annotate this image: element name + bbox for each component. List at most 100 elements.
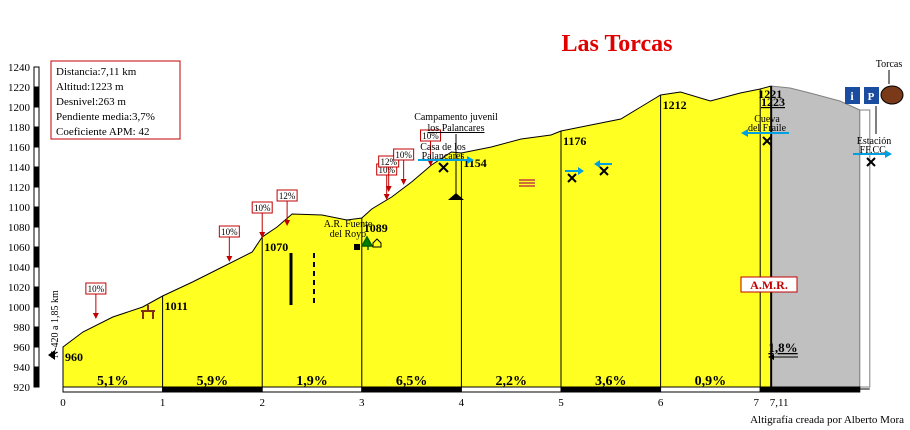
grade-marker: 10% (218, 225, 240, 262)
info-icon (845, 87, 860, 104)
grade-label: 12% (380, 157, 397, 167)
grade-label: 10% (88, 284, 105, 294)
stat-distance: Distancia:7,11 km (56, 66, 137, 78)
x-axis: 0 1 2 3 4 5 6 7 7,11 (60, 386, 870, 409)
grade-marker: 10% (85, 282, 107, 319)
poi-estacion-line1: Estación (857, 136, 891, 147)
y-tick-label: 980 (14, 322, 31, 334)
y-ruler-band (33, 186, 40, 208)
torca-icon (880, 85, 904, 105)
cross-marker-icon (599, 166, 609, 176)
y-ruler-band (33, 326, 40, 348)
side-arrow-icon (48, 350, 55, 360)
grade-marker: 10% (393, 148, 415, 185)
elevation-label: 1154 (463, 156, 486, 170)
poi-casa-line2: Palancares (422, 151, 465, 162)
grade-arrow-icon (259, 232, 266, 238)
arrow-right-icon (467, 156, 474, 164)
y-ruler-band (33, 346, 40, 368)
y-ruler-band (33, 106, 40, 128)
poi-layer: Campamento juvenil los Palancares Casa d… (141, 59, 904, 360)
y-tick-label: 1160 (8, 142, 30, 154)
y-tick-label: 1080 (8, 222, 31, 234)
parking-icon (864, 87, 879, 104)
y-ruler-band (33, 206, 40, 228)
y-ruler-band (33, 306, 40, 328)
y-ruler-band (33, 366, 40, 388)
x-axis-band (759, 386, 861, 393)
y-ruler-band (33, 86, 40, 108)
poi-casa-line1: Casa de los (420, 142, 466, 153)
y-tick-label: 920 (14, 382, 31, 394)
grade-marker-layer: 10%10%10%12%10%12%10%10% (85, 129, 442, 319)
x-tick-label: 1 (160, 397, 166, 409)
y-tick-label: 1220 (8, 82, 31, 94)
y-ruler-band (33, 286, 40, 308)
summit-label: 1223 (761, 95, 785, 109)
y-tick-label: 1120 (8, 182, 30, 194)
x-axis-band (261, 386, 363, 393)
grade-arrow-icon (427, 160, 434, 166)
x-tick-label: 6 (658, 397, 664, 409)
grade-arrow-icon (226, 256, 233, 262)
svg-text:i: i (850, 89, 854, 103)
grade-marker: 10% (376, 163, 398, 200)
stat-slope: Pendiente media:3,7% (56, 111, 155, 123)
elevation-label: 1070 (264, 240, 288, 254)
y-ruler-band (33, 126, 40, 148)
poi-campamento-line1: Campamento juvenil (414, 112, 498, 123)
stat-desnivel: Desnivel:263 m (56, 96, 126, 108)
segment-grade-label: 0,9% (695, 374, 727, 389)
y-ruler-band (33, 266, 40, 288)
profile-layer (62, 85, 871, 388)
y-tick-label: 1140 (8, 162, 30, 174)
grade-arrow-icon (385, 186, 392, 192)
svg-text:P: P (868, 91, 875, 103)
credit-text: Altigrafía creada por Alberto Mora (750, 414, 904, 426)
bench-icon (354, 244, 360, 250)
y-ruler-band (33, 66, 40, 88)
x-axis-band (162, 386, 263, 393)
amr-label: A.M.R. (750, 278, 788, 292)
tree-icon (360, 235, 374, 250)
y-ruler-band (33, 226, 40, 248)
poi-cueva-line1: Cueva (754, 114, 780, 125)
grade-label: 10% (254, 203, 271, 213)
poi-cueva-line2: del Fraile (748, 123, 787, 134)
segment-grade-label: 5,9% (197, 374, 229, 389)
cross-marker-icon (438, 162, 449, 173)
segment-grade-label: 5,1% (97, 374, 129, 389)
grade-arrow-icon (383, 194, 390, 200)
amr-box (740, 276, 798, 293)
elevation-label: 960 (65, 350, 83, 364)
poi-estacion-line2: FF.CC. (860, 145, 889, 156)
profile-area (62, 85, 772, 388)
x-axis-band (460, 386, 562, 393)
x-tick-label: 2 (259, 397, 265, 409)
x-tick-label: 7,11 (770, 397, 789, 409)
y-tick-label: 1060 (8, 242, 31, 254)
side-label: N-420 a 1,85 km (50, 290, 61, 358)
poi-torcas: Torcas (876, 59, 903, 70)
x-tick-label: 4 (459, 397, 465, 409)
poi-campamento-line2: los Palancares (428, 123, 485, 134)
grade-arrow-icon (284, 220, 291, 226)
cross-marker-icon (567, 173, 577, 183)
stats-box: Distancia:7,11 km Altitud:1223 m Desnive… (50, 60, 181, 140)
elevation-label: 1176 (563, 134, 586, 148)
elevation-label: 1089 (364, 221, 388, 235)
y-axis-labels: 920 940 960 980 1000 1020 1040 1060 1080 1100 1120… (8, 62, 31, 394)
x-tick-label: 7 (753, 397, 759, 409)
stat-apm: Coeficiente APM: 42 (56, 126, 150, 138)
grade-label: 12% (279, 191, 296, 201)
y-tick-label: 1200 (8, 102, 31, 114)
cross-marker-icon (762, 136, 772, 146)
segment-grade-label: 1,9% (296, 374, 328, 389)
poi-fuente-line2: del Royo (330, 229, 366, 240)
y-tick-label: 1240 (8, 62, 31, 74)
y-ruler-band (33, 166, 40, 188)
x-tick-label: 5 (558, 397, 564, 409)
x-axis-band (560, 386, 662, 393)
grade-arrow-icon (400, 179, 407, 185)
cross-marker-icon (866, 157, 876, 167)
